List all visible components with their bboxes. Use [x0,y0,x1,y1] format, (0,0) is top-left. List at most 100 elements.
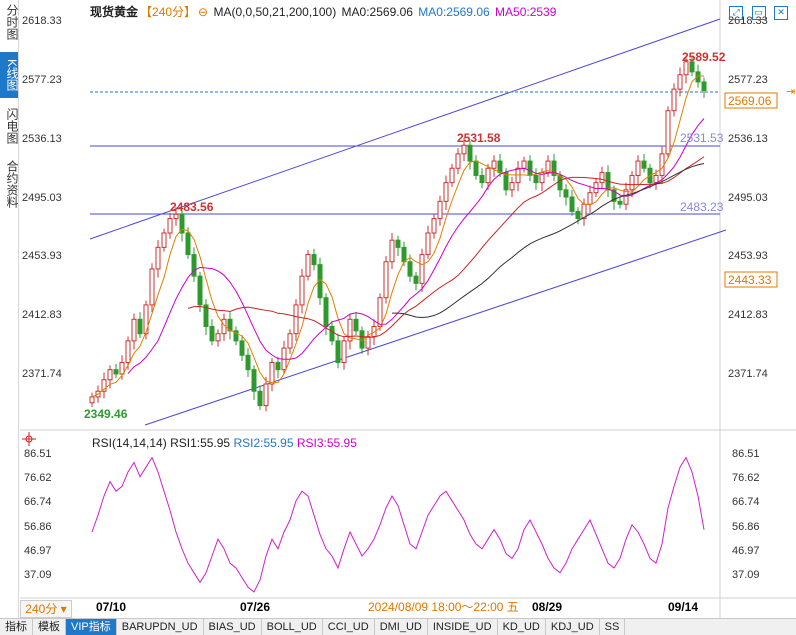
candle-body [623,189,629,205]
ma-line [127,118,705,374]
ma-line [91,75,705,398]
candle-body [245,354,251,371]
left-tab-bar: 分时图 K线图 闪电图 合约资料 [0,0,19,618]
candle-body [191,254,197,277]
candle-body [653,174,659,184]
ma50-value: MA50:2539 [495,5,557,19]
candle-body [167,218,173,234]
candle-body [497,160,503,174]
x-label: 07/10 [96,600,126,614]
ma-toggle-icon[interactable]: ⊖ [198,5,209,19]
rsi-tick: 56.86 [732,521,760,533]
candle-body [479,174,485,184]
ma-value-badge [724,271,778,288]
price-tick: 2371.74 [728,368,768,380]
tab-contract-info[interactable]: 合约资料 [5,160,19,208]
price-tick: 2618.33 [728,15,768,27]
rsi-axis: 86.51 76.62 66.74 56.86 46.97 37.09 86.5… [24,448,760,581]
candle-body [335,340,341,363]
split-icon[interactable]: ▭ [751,6,766,20]
tab-kline[interactable]: K线图 [0,52,19,98]
rsi2-value: RSI2:55.95 [233,436,294,450]
candle-body [305,254,311,277]
candle-body [179,213,185,234]
rsi-tick: 46.97 [732,545,760,557]
rsi-tick-left: 56.86 [24,521,52,533]
price-tick-left: 2412.83 [22,309,62,321]
ma-legend: 现货黄金 【240分】 ⊖ MA(0,0,50,21,200,100) MA0:25… [90,3,558,20]
tab-indicator[interactable]: 指标 [0,619,33,635]
candle-body [131,318,137,342]
candle-body [101,379,107,392]
rsi-tick: 76.62 [732,472,760,484]
candle-body [575,210,581,220]
tab-timeshare[interactable]: 分时图 [5,4,19,40]
candle-body [353,318,359,332]
tab-kdj[interactable]: KDJ_UD [546,619,600,635]
rsi-line [91,456,705,593]
level-annotation-2483: 2483.56 [170,200,214,214]
candle-body [449,167,455,184]
tab-dmi[interactable]: DMI_UD [375,619,428,635]
rsi-tick: 66.74 [732,496,760,508]
rsi-tick: 86.51 [732,448,760,460]
moving-average-lines [91,75,705,398]
instrument-name: 现货黄金 [90,5,139,19]
level-annotation-2531: 2531.58 [457,131,501,145]
tab-template[interactable]: 模板 [33,619,66,635]
candle-body [419,254,425,284]
candle-body [539,172,545,184]
tab-ss[interactable]: SS [600,619,626,635]
crosshair-time-label: 2024/08/09 18:00～22:00 五 [368,600,519,614]
candle-body [431,218,437,234]
candle-body [383,261,389,299]
candle-body [269,361,275,385]
tab-kd[interactable]: KD_UD [498,619,546,635]
current-price-badge [724,92,778,109]
rsi3-value: RSI3:55.95 [296,436,357,450]
x-label: 07/26 [240,600,270,614]
ma-value-label: 2443.33 [728,273,772,287]
candle-body [161,232,167,248]
candle-body [407,261,413,277]
candle-body [533,174,539,184]
candle-body [521,160,527,169]
ma-line [392,163,705,319]
candle-body [659,153,665,176]
tab-lightning[interactable]: 闪电图 [5,108,19,144]
chart-canvas[interactable]: 2618.33 2577.23 2536.13 2495.03 2453.93 … [20,0,796,618]
candle-body [695,71,701,83]
candle-body [203,304,209,327]
high-annotation: 2589.52 [682,50,726,64]
indicator-settings-icon[interactable] [22,432,36,446]
period-selector[interactable]: 240分 ▾ [20,600,72,618]
rsi-tick-left: 66.74 [24,496,52,508]
candle-body [173,213,179,220]
price-tick: 2577.23 [728,74,768,86]
candle-body [629,174,635,191]
candle-body [509,182,515,191]
price-tick: 2412.83 [728,309,768,321]
candle-body [107,369,113,381]
candle-body [455,153,461,169]
fullscreen-icon[interactable]: ⤢ [729,6,744,20]
candle-body [437,200,443,220]
tab-bias[interactable]: BIAS_UD [204,619,262,635]
tab-barupdn[interactable]: BARUPDN_UD [117,619,204,635]
candle-body [149,268,155,306]
tab-cci[interactable]: CCI_UD [323,619,375,635]
rsi-title: RSI(14,14,14) [92,436,167,450]
close-icon[interactable]: ✕ [774,6,788,20]
tab-boll[interactable]: BOLL_UD [262,619,323,635]
candle-body [515,167,521,184]
price-tick-left: 2536.13 [22,133,62,145]
candle-body [209,325,215,342]
x-label: 09/14 [668,600,698,614]
candle-body [701,81,707,92]
candle-body [119,361,125,375]
tab-inside[interactable]: INSIDE_UD [428,619,498,635]
price-tick: 2536.13 [728,133,768,145]
tab-vip-indicator[interactable]: VIP指标 [66,619,117,635]
candle-body [371,325,377,338]
candle-body [425,232,431,256]
